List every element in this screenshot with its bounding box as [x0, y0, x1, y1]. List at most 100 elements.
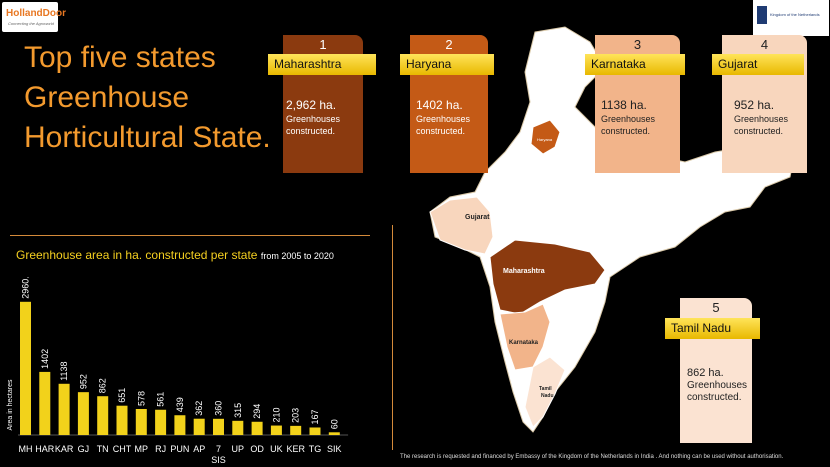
- y-axis-label: Area in hectares: [7, 379, 14, 430]
- chart-title: Greenhouse area in ha. constructed per s…: [16, 248, 334, 262]
- card-area: 1138 ha.: [601, 98, 647, 112]
- category-label: KAR: [55, 444, 74, 454]
- haryana-region: [530, 119, 561, 155]
- tamil-nadu-line-1: Tamil: [539, 386, 552, 392]
- card-state: Tamil Nadu: [665, 318, 760, 339]
- category-label-part: KAR: [55, 444, 74, 454]
- map-label-karnataka: Karnataka: [509, 340, 539, 346]
- crest-icon: [757, 6, 767, 24]
- bar-gj: [77, 392, 89, 435]
- category-label: CHT: [113, 444, 132, 454]
- category-label-part: UK: [270, 444, 283, 454]
- category-label-part: RJ: [155, 444, 166, 454]
- gujarat-region: [429, 196, 494, 255]
- tamil-nadu-region: [524, 356, 566, 428]
- data-label: 210: [271, 408, 281, 423]
- category-label: UP: [232, 444, 245, 454]
- category-label-part: OD: [250, 444, 264, 454]
- card-desc: Greenhouses constructed.: [734, 114, 789, 136]
- bar-7-sis: [213, 418, 224, 435]
- tamil-nadu-line-2: Nadu: [541, 393, 554, 399]
- category-label: SIK: [327, 444, 342, 454]
- bar-tg: [309, 427, 321, 435]
- category-label: 7 SIS: [211, 444, 226, 465]
- data-label: 1402: [40, 349, 50, 369]
- india-map: Haryana Gujarat Maharashtra Karnataka Ta…: [429, 26, 796, 433]
- card-area: 952 ha.: [734, 98, 775, 112]
- card-state: Maharashtra: [268, 54, 376, 75]
- category-label-part: TG: [309, 444, 322, 454]
- data-label: 167: [310, 409, 320, 424]
- bar-uk: [270, 425, 282, 435]
- card-state: Haryana: [400, 54, 494, 75]
- category-label-part: GJ: [78, 444, 90, 454]
- data-label: 862: [98, 378, 108, 393]
- card-rank: 5: [680, 298, 752, 318]
- category-label: OD: [250, 444, 264, 454]
- karnataka-region: [499, 303, 551, 371]
- bar-chart: Area in hectares 2960. MH 1402 HAR 1138 KAR 952…: [7, 276, 349, 465]
- data-label: 60: [329, 419, 339, 429]
- card-rank: 3: [595, 35, 680, 55]
- data-label: 952: [78, 374, 88, 389]
- data-label: 362: [194, 401, 204, 416]
- map-label-tamil-nadu: Tamil Nadu: [539, 386, 554, 399]
- footer-disclaimer: The research is requested and financed b…: [400, 454, 784, 460]
- state-card-2: 2 Haryana 1402 ha. Greenhouses construct…: [400, 35, 500, 175]
- card-area: 1402 ha.: [416, 98, 463, 112]
- horizontal-divider: [10, 235, 370, 236]
- bar-cht: [116, 405, 128, 435]
- category-label-part: SIK: [327, 444, 342, 454]
- category-label: KER: [286, 444, 305, 454]
- data-label: 561: [156, 392, 166, 407]
- bar-mh: [20, 301, 31, 435]
- state-card-1: 1 Maharashtra 2,962 ha. Greenhouses cons…: [268, 35, 388, 175]
- chart-title-period: from 2005 to 2020: [260, 251, 334, 261]
- map-label-haryana: Haryana: [537, 137, 553, 142]
- state-card-5: 5 Tamil Nadu 862 ha. Greenhouses constru…: [665, 298, 765, 448]
- card-rank: 2: [410, 35, 488, 55]
- map-label-maharashtra: Maharashtra: [503, 268, 545, 275]
- vertical-divider: [392, 225, 393, 450]
- category-label: PUN: [170, 444, 189, 454]
- category-label: HAR: [35, 444, 55, 454]
- state-card-4: 4 Gujarat 952 ha. Greenhouses constructe…: [712, 35, 812, 175]
- data-label: 651: [117, 388, 127, 403]
- category-label-part: KER: [286, 444, 305, 454]
- card-desc: Greenhouses constructed.: [286, 114, 341, 136]
- bar-rj: [155, 409, 167, 435]
- data-label: 203: [291, 408, 301, 423]
- category-label: AP: [193, 444, 205, 454]
- hollanddoor-logo: HollandDoor Connecting the Agroworld: [2, 2, 66, 32]
- category-label: MH: [19, 444, 33, 454]
- page-title: Top five states Greenhouse Horticultural…: [24, 41, 271, 154]
- netherlands-logo: Kingdom of the Netherlands: [753, 0, 829, 36]
- category-label: RJ: [155, 444, 166, 454]
- card-desc: Greenhouses constructed.: [687, 380, 748, 403]
- data-label: 315: [233, 403, 243, 418]
- category-label-part: 7: [216, 444, 221, 454]
- category-label-part: UP: [232, 444, 245, 454]
- bar-har: [39, 371, 51, 435]
- bar-od: [251, 421, 263, 435]
- category-label: UK: [270, 444, 283, 454]
- card-state: Gujarat: [712, 54, 804, 75]
- category-label: MP: [135, 444, 149, 454]
- bar-ker: [290, 425, 302, 435]
- data-label: 2960.: [21, 276, 31, 299]
- card-area: 2,962 ha.: [286, 98, 337, 112]
- category-label-part: PUN: [170, 444, 189, 454]
- bar-sik: [328, 432, 340, 435]
- card-rank: 4: [722, 35, 807, 55]
- bar-pun: [174, 415, 186, 435]
- category-label: TN: [97, 444, 109, 454]
- card-desc: Greenhouses constructed.: [601, 114, 656, 136]
- chart-title-main: Greenhouse area in ha. constructed per s…: [16, 248, 258, 262]
- category-label-part: SIS: [211, 455, 226, 465]
- card-state: Karnataka: [585, 54, 685, 75]
- category-label-part: HAR: [35, 444, 55, 454]
- logo-name: HollandDoor: [6, 8, 66, 19]
- data-label: 1138: [59, 361, 69, 380]
- category-label-part: CHT: [113, 444, 132, 454]
